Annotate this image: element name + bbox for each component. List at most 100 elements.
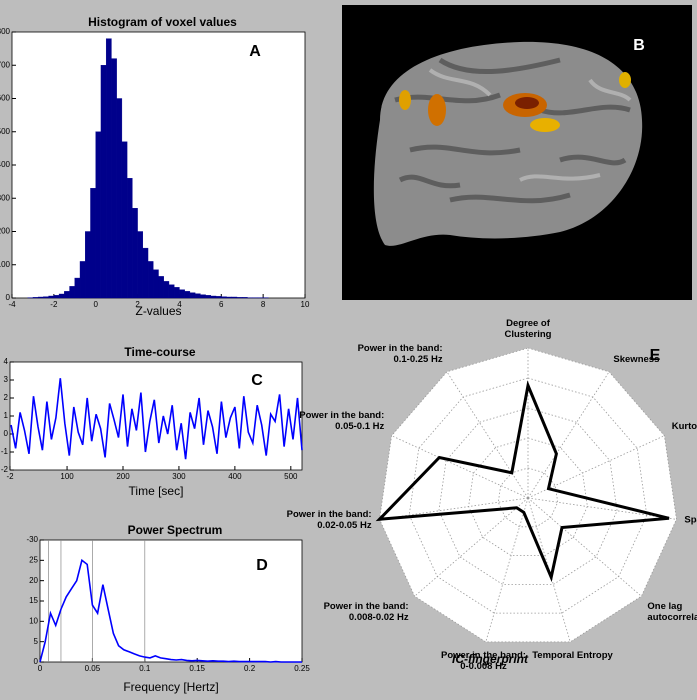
- histogram-bar: [221, 297, 226, 298]
- histogram-bar: [143, 248, 148, 298]
- y-tick-label: 500: [0, 127, 11, 136]
- x-tick-label: 10: [301, 300, 310, 309]
- histogram-bar: [179, 290, 184, 298]
- histogram-bar: [190, 293, 195, 298]
- y-tick-label: 700: [0, 60, 11, 69]
- radar-axis-label: Skewness: [613, 354, 697, 365]
- x-tick-label: 0.15: [189, 664, 205, 673]
- radar-axis-label: Kurtosis: [672, 421, 697, 432]
- panel-label: D: [256, 557, 268, 574]
- y-tick-label: 1: [4, 411, 9, 420]
- plot-area: [12, 32, 305, 298]
- x-tick-label: 400: [228, 472, 242, 481]
- histogram-bar: [101, 65, 106, 298]
- histogram-bar: [80, 261, 85, 298]
- y-tick-label: 300: [0, 193, 11, 202]
- y-tick-label: 2: [4, 393, 9, 402]
- y-tick-label: -1: [1, 447, 9, 456]
- radar-axis-label: One lag autocorrelation: [647, 601, 697, 623]
- y-tick-label: 400: [0, 160, 11, 169]
- y-tick-label: 3: [4, 375, 9, 384]
- histogram-bar: [148, 261, 153, 298]
- histogram-bar: [85, 232, 90, 299]
- y-tick-label: 0: [4, 429, 9, 438]
- chart-title: Power Spectrum: [128, 523, 223, 537]
- histogram-bar: [164, 281, 169, 298]
- histogram-bar: [159, 276, 164, 298]
- x-tick-label: 300: [172, 472, 186, 481]
- y-tick-label: 0: [34, 657, 39, 666]
- histogram-bar: [38, 297, 43, 298]
- histogram-bar: [211, 296, 216, 298]
- radar-axis-label: Spatial Entropy: [684, 515, 697, 526]
- radar-axis-label: Power in the band: 0.05-0.1 Hz: [292, 410, 384, 432]
- histogram-bar: [90, 188, 95, 298]
- y-tick-label: -30: [26, 535, 38, 544]
- chart-title: Time-course: [124, 345, 195, 359]
- histogram-bar: [127, 178, 132, 298]
- x-tick-label: 0: [38, 664, 43, 673]
- y-tick-label: 200: [0, 227, 11, 236]
- radar-axis-label: Power in the band: 0.02-0.05 Hz: [280, 509, 372, 531]
- chart-title: Histogram of voxel values: [88, 15, 237, 29]
- radar-axis-label: Power in the band: 0.1-0.25 Hz: [351, 343, 443, 365]
- histogram-bar: [43, 297, 48, 298]
- x-axis-label: Time [sec]: [129, 484, 184, 498]
- histogram-bar: [153, 270, 158, 298]
- histogram-bar: [138, 232, 143, 299]
- histogram-bar: [242, 297, 247, 298]
- y-tick-label: 20: [29, 576, 38, 585]
- x-tick-label: 500: [284, 472, 298, 481]
- histogram-bar: [195, 294, 200, 298]
- y-tick-label: 100: [0, 260, 11, 269]
- histogram-bar: [232, 297, 237, 298]
- histogram-bar: [206, 295, 211, 298]
- histogram-bar: [169, 285, 174, 298]
- histogram-bar: [70, 286, 75, 298]
- histogram-bar: [49, 296, 54, 298]
- x-tick-label: 0: [93, 300, 98, 309]
- histogram-bar: [33, 297, 38, 298]
- y-tick-label: 5: [34, 637, 39, 646]
- x-tick-label: 200: [116, 472, 130, 481]
- y-tick-label: 600: [0, 94, 11, 103]
- histogram-bar: [216, 296, 221, 298]
- y-tick-label: 15: [29, 596, 38, 605]
- histogram-bar: [64, 291, 69, 298]
- x-tick-label: -2: [50, 300, 58, 309]
- x-axis-label: Frequency [Hertz]: [123, 680, 218, 694]
- radar-axis-label: Degree of Clustering: [482, 318, 574, 340]
- figure: B -4-202468100100200300400500600700800Hi…: [0, 0, 697, 700]
- y-tick-label: 0: [6, 293, 11, 302]
- x-tick-label: 0.2: [244, 664, 256, 673]
- histogram-bar: [132, 208, 137, 298]
- x-tick-label: 100: [60, 472, 74, 481]
- x-tick-label: 8: [261, 300, 266, 309]
- histogram-bar: [185, 291, 190, 298]
- histogram-bar: [54, 295, 59, 298]
- x-axis-label: Z-values: [135, 304, 181, 318]
- y-tick-label: 800: [0, 27, 11, 36]
- y-tick-label: 4: [4, 357, 9, 366]
- radar-axis-label: Power in the band: 0-0.008 Hz: [437, 650, 529, 672]
- histogram-bar: [237, 297, 242, 298]
- histogram-bar: [117, 99, 122, 299]
- histogram-bar: [174, 287, 179, 298]
- x-tick-label: 0.25: [294, 664, 310, 673]
- y-tick-label: -2: [1, 465, 9, 474]
- histogram-bar: [59, 294, 64, 298]
- panel-label: B: [633, 37, 645, 54]
- histogram-bar: [200, 295, 205, 298]
- radar-axis-label: Power in the band: 0.008-0.02 Hz: [317, 601, 409, 623]
- histogram-bar: [106, 39, 111, 298]
- y-tick-label: 10: [29, 616, 38, 625]
- x-tick-label: 0.05: [85, 664, 101, 673]
- panel-label: A: [249, 43, 261, 60]
- chart: B -4-202468100100200300400500600700800Hi…: [0, 0, 697, 700]
- radar-axis-label: Temporal Entropy: [527, 650, 619, 661]
- x-tick-label: 0.1: [139, 664, 151, 673]
- histogram-bar: [122, 142, 127, 298]
- y-tick-label: 25: [29, 555, 38, 564]
- x-tick-label: 6: [219, 300, 224, 309]
- histogram-bar: [96, 132, 101, 298]
